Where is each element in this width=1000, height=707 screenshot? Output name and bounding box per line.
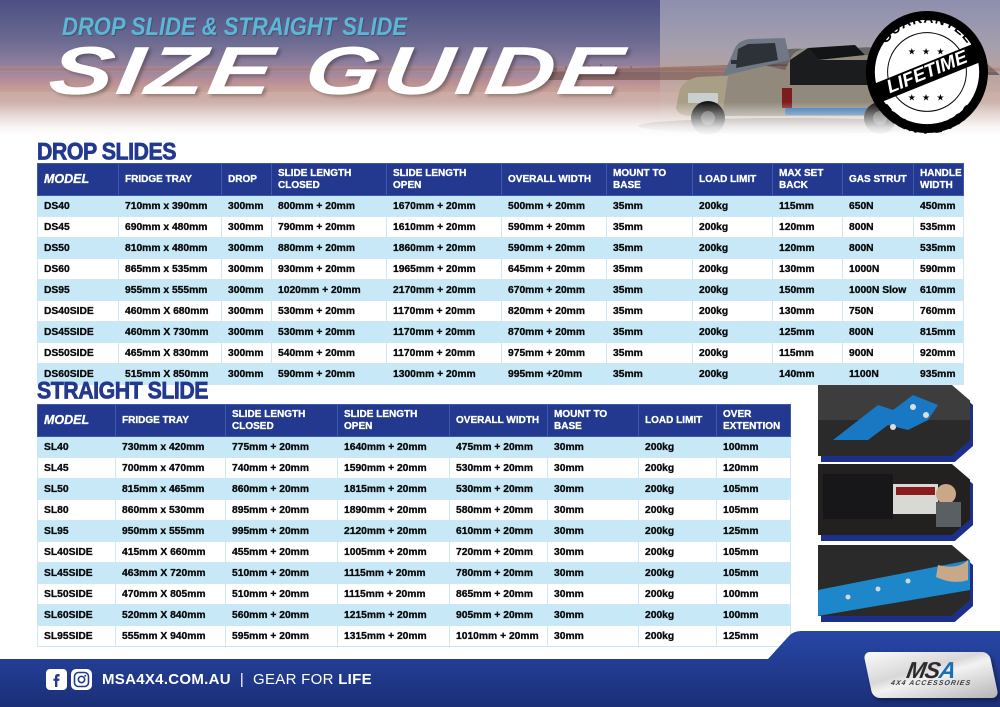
- svg-text:★ ★ ★: ★ ★ ★: [908, 93, 947, 103]
